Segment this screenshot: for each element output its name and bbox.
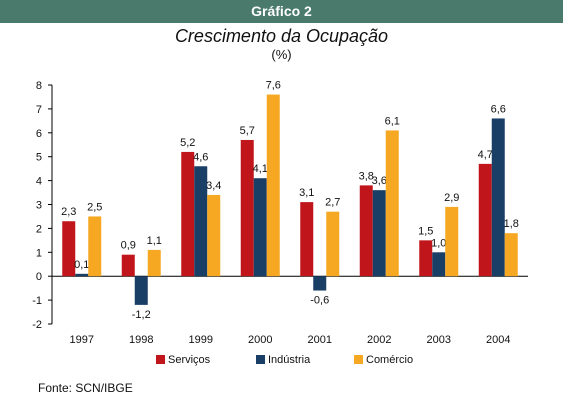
bar-ind-stria-2001 xyxy=(313,276,327,291)
x-tick-label: 1997 xyxy=(70,334,94,346)
data-label: 1,8 xyxy=(504,218,519,230)
chart-header-bar xyxy=(0,0,563,23)
bar-com-rcio-2004 xyxy=(504,233,518,277)
bar-servi-os-2001 xyxy=(300,202,314,277)
legend-label: Serviços xyxy=(168,354,211,366)
bar-servi-os-1999 xyxy=(181,151,195,277)
legend-swatch-ind-stria xyxy=(256,355,265,364)
bar-ind-stria-1999 xyxy=(194,166,208,277)
x-tick-label: 2001 xyxy=(308,334,332,346)
x-tick-label: 2000 xyxy=(248,334,272,346)
legend-swatch-com-rcio xyxy=(354,355,363,364)
bar-com-rcio-1999 xyxy=(207,194,221,277)
bar-com-rcio-2003 xyxy=(445,206,459,277)
y-tick-label: 1 xyxy=(36,247,42,259)
y-tick-label: -1 xyxy=(32,295,42,307)
data-label: 1,0 xyxy=(431,237,446,249)
bar-ind-stria-1997 xyxy=(75,273,89,277)
legend-label: Indústria xyxy=(268,354,311,366)
y-tick-label: 6 xyxy=(36,128,42,140)
data-label: 6,6 xyxy=(491,103,506,115)
data-label: 2,9 xyxy=(444,192,459,204)
y-tick-label: 0 xyxy=(36,271,42,283)
data-label: 1,1 xyxy=(147,235,162,247)
bar-com-rcio-2000 xyxy=(266,94,280,277)
data-label: 2,5 xyxy=(87,201,102,213)
y-tick-label: 2 xyxy=(36,223,42,235)
y-tick-label: -2 xyxy=(32,319,42,331)
data-label: 4,7 xyxy=(478,149,493,161)
data-label: 7,6 xyxy=(266,80,281,92)
bar-servi-os-2002 xyxy=(359,185,373,277)
y-tick-label: 5 xyxy=(36,152,42,164)
data-label: 4,1 xyxy=(253,163,268,175)
bar-servi-os-2000 xyxy=(240,139,254,277)
bar-ind-stria-2002 xyxy=(372,190,386,277)
data-label: -0,6 xyxy=(310,295,329,307)
data-label: 6,1 xyxy=(385,115,400,127)
data-label: 3,4 xyxy=(206,180,221,192)
bar-ind-stria-2000 xyxy=(253,178,267,277)
chart-source: Fonte: SCN/IBGE xyxy=(38,381,133,395)
y-tick-label: 4 xyxy=(36,176,42,188)
data-label: 5,7 xyxy=(240,125,255,137)
y-tick-label: 3 xyxy=(36,200,42,212)
chart-subtitle: (%) xyxy=(271,47,292,62)
bar-com-rcio-1997 xyxy=(88,216,102,277)
bar-com-rcio-2001 xyxy=(326,211,340,277)
y-tick-label: 7 xyxy=(36,104,42,116)
bar-ind-stria-2004 xyxy=(491,118,505,277)
data-label: 2,7 xyxy=(325,197,340,209)
data-label: 4,6 xyxy=(193,151,208,163)
bar-ind-stria-1998 xyxy=(134,276,148,305)
bar-ind-stria-2003 xyxy=(432,252,446,277)
bar-com-rcio-2002 xyxy=(385,130,399,277)
bar-servi-os-2003 xyxy=(419,240,433,277)
bar-servi-os-2004 xyxy=(478,163,492,277)
x-tick-label: 2002 xyxy=(367,334,391,346)
legend-label: Comércio xyxy=(366,354,413,366)
x-tick-label: 1999 xyxy=(189,334,213,346)
bar-com-rcio-1998 xyxy=(147,249,161,277)
chart-title: Crescimento da Ocupação xyxy=(174,26,389,46)
chart-header-label: Gráfico 2 xyxy=(251,3,312,19)
data-label: 3,1 xyxy=(299,187,314,199)
data-label: 0,9 xyxy=(121,240,136,252)
data-label: 3,6 xyxy=(372,175,387,187)
x-tick-label: 2004 xyxy=(486,334,510,346)
x-tick-label: 2003 xyxy=(427,334,451,346)
data-label: 3,8 xyxy=(359,170,374,182)
data-label: 1,5 xyxy=(418,225,433,237)
data-label: -1,2 xyxy=(132,309,151,321)
data-label: 5,2 xyxy=(180,137,195,149)
x-tick-label: 1998 xyxy=(129,334,153,346)
data-label: 2,3 xyxy=(61,206,76,218)
data-label: 0,1 xyxy=(74,259,89,271)
legend-swatch-servi-os xyxy=(156,355,165,364)
y-tick-label: 8 xyxy=(36,80,42,92)
bar-servi-os-1998 xyxy=(121,254,135,277)
bar-servi-os-1997 xyxy=(62,221,76,277)
